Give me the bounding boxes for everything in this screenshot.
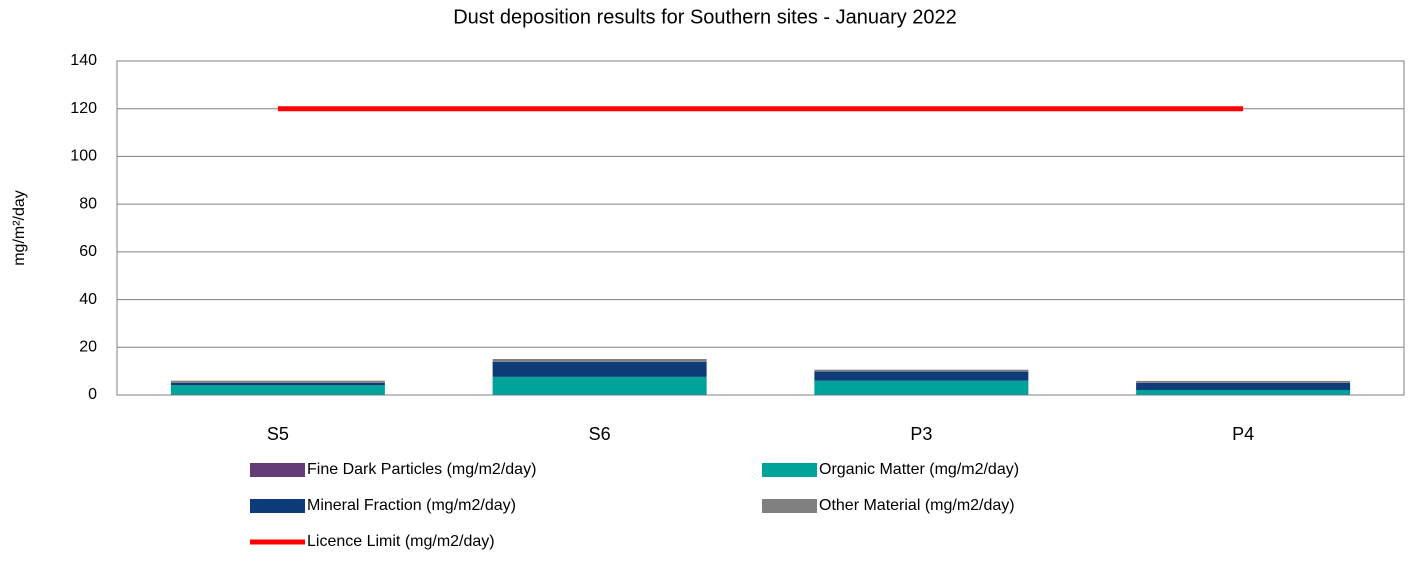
bar-segment — [814, 370, 1028, 372]
bar-segment — [493, 359, 707, 362]
legend-swatch — [250, 463, 305, 477]
bar-segment — [171, 381, 385, 383]
y-tick-label: 100 — [70, 148, 97, 165]
legend-label: Mineral Fraction (mg/m2/day) — [307, 497, 516, 514]
y-tick-label: 80 — [79, 195, 97, 212]
bar-segment — [814, 381, 1028, 395]
x-tick-label: P3 — [910, 424, 932, 444]
bar-segment — [1136, 390, 1350, 395]
bar-segment — [493, 362, 707, 377]
bar-segment — [171, 383, 385, 385]
y-tick-label: 140 — [70, 52, 97, 69]
y-tick-label: 20 — [79, 339, 97, 356]
y-tick-label: 120 — [70, 100, 97, 117]
y-tick-label: 0 — [88, 386, 97, 403]
bar-segment — [171, 385, 385, 395]
legend-label: Organic Matter (mg/m2/day) — [819, 461, 1019, 478]
legend-label: Fine Dark Particles (mg/m2/day) — [307, 461, 536, 478]
legend-label: Other Material (mg/m2/day) — [819, 497, 1015, 514]
y-tick-label: 60 — [79, 243, 97, 260]
legend-label: Licence Limit (mg/m2/day) — [307, 533, 495, 550]
bar-segment — [1136, 381, 1350, 383]
legend-swatch — [762, 463, 817, 477]
bar-segment — [1136, 383, 1350, 390]
x-tick-label: P4 — [1232, 424, 1254, 444]
x-tick-label: S5 — [267, 424, 289, 444]
bar-segment — [814, 372, 1028, 381]
legend-swatch — [762, 499, 817, 513]
chart-title: Dust deposition results for Southern sit… — [453, 6, 957, 28]
legend-swatch — [250, 499, 305, 513]
x-tick-label: S6 — [589, 424, 611, 444]
y-axis-label: mg/m²/day — [11, 190, 28, 266]
bar-segment — [493, 377, 707, 395]
y-tick-label: 40 — [79, 291, 97, 308]
